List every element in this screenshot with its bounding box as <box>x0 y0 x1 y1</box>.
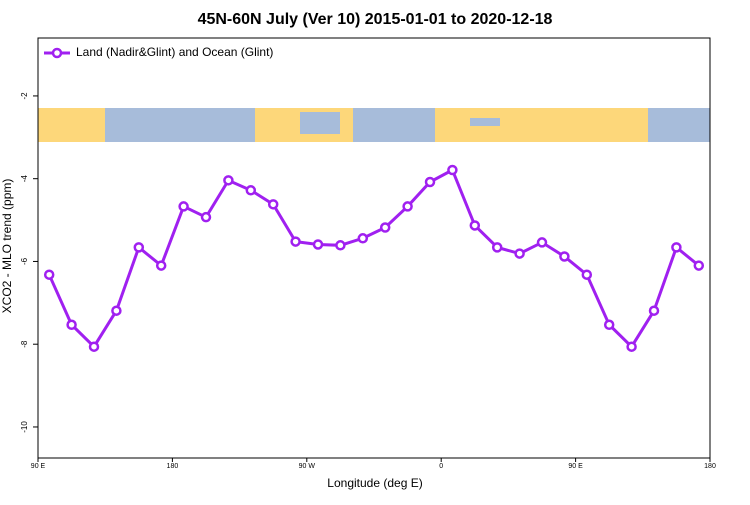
point <box>559 251 570 262</box>
point <box>290 236 301 247</box>
point <box>88 341 100 352</box>
point <box>402 201 413 212</box>
point <box>671 242 682 253</box>
ocean <box>300 112 340 134</box>
legend-label: Land (Nadir&Glint) and Ocean (Glint) <box>76 45 273 59</box>
ocean <box>353 108 435 142</box>
legend: Land (Nadir&Glint) and Ocean (Glint) <box>44 45 273 59</box>
y-tick-label: -8 <box>20 340 29 348</box>
point <box>312 239 324 250</box>
y-axis-label: XCO2 - MLO trend (ppm) <box>0 179 14 314</box>
legend-marker <box>51 47 63 59</box>
point <box>111 305 122 316</box>
x-tick-label: 90 E <box>31 463 46 470</box>
point <box>581 269 593 280</box>
ocean <box>470 118 500 126</box>
point <box>223 175 234 186</box>
x-tick-label: 0 <box>439 463 443 470</box>
point <box>603 319 615 331</box>
y-tick-label: -2 <box>20 92 29 100</box>
x-tick-label: 90 W <box>299 463 316 470</box>
point <box>43 269 55 280</box>
point <box>424 176 436 188</box>
series-line <box>47 167 700 350</box>
point <box>514 248 525 259</box>
ocean <box>648 108 710 142</box>
y-tick-label: -4 <box>20 175 29 183</box>
x-tick-label: 90 E <box>568 463 583 470</box>
map-band <box>38 108 710 142</box>
point <box>626 341 637 352</box>
point <box>178 201 189 212</box>
point <box>66 319 77 331</box>
x-tick-label: 180 <box>167 463 179 470</box>
point <box>536 237 548 248</box>
x-axis-label: Longitude (deg E) <box>327 476 422 490</box>
x-tick-label: 180 <box>704 463 716 470</box>
point <box>491 242 503 253</box>
point <box>200 211 212 223</box>
point <box>133 242 145 253</box>
point <box>245 185 257 196</box>
point <box>155 260 167 271</box>
y-tick-label: -6 <box>20 257 29 265</box>
point <box>267 199 279 210</box>
chart-title: 45N-60N July (Ver 10) 2015-01-01 to 2020… <box>198 11 553 28</box>
point <box>335 240 346 251</box>
point <box>469 220 481 231</box>
plot-frame <box>37 37 711 459</box>
point <box>693 260 705 271</box>
y-tick-label: -10 <box>20 421 29 433</box>
point <box>379 222 391 233</box>
point <box>648 305 660 316</box>
ocean <box>105 108 255 142</box>
point <box>357 233 369 244</box>
point <box>447 164 458 176</box>
